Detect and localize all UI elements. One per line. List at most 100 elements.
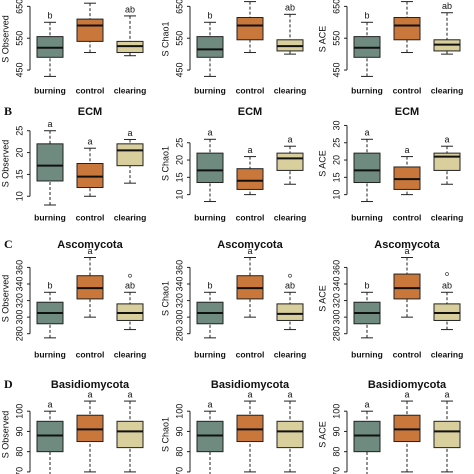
x-tick-label: clearing	[431, 212, 464, 222]
significance-letter: a	[47, 400, 52, 410]
chart-title: Ascomycota	[57, 239, 123, 251]
chart-title: Basidiomycota	[51, 379, 130, 391]
x-tick-label: clearing	[274, 349, 307, 359]
box	[196, 152, 224, 184]
significance-letter: a	[87, 137, 92, 147]
y-tick-label: 70	[14, 467, 24, 474]
box	[393, 273, 421, 300]
outlier	[288, 273, 292, 278]
y-tick-label: 70	[174, 467, 184, 474]
box	[236, 168, 264, 190]
x-tick-label: burning	[351, 349, 383, 359]
y-tick-label: 100	[331, 404, 341, 419]
box	[276, 303, 304, 321]
significance-letter: a	[87, 389, 92, 399]
significance-letter: a	[87, 0, 92, 2]
significance-letter: a	[47, 119, 52, 129]
chart-title: Basidiomycota	[211, 379, 290, 391]
significance-letter: a	[127, 389, 132, 399]
y-tick-label: 10	[331, 190, 341, 200]
y-tick-label: 360	[14, 260, 24, 275]
y-axis-label: S Chao1	[160, 281, 170, 316]
box	[236, 17, 264, 41]
x-tick-label: burning	[194, 349, 226, 359]
y-tick-label: 20	[331, 155, 341, 165]
y-tick-label: 25	[331, 138, 341, 148]
y-tick-label: 550	[174, 31, 184, 46]
y-tick-label: 30	[331, 120, 341, 130]
y-tick-label: 10	[14, 191, 24, 201]
box	[393, 17, 421, 41]
y-tick-label: 280	[174, 326, 184, 341]
significance-letter: a	[207, 400, 212, 410]
y-axis-label: S Observed	[0, 15, 10, 63]
significance-letter: ab	[125, 281, 135, 291]
y-tick-label: 90	[174, 426, 184, 436]
y-tick-label: 320	[174, 293, 184, 308]
box	[276, 152, 304, 171]
chart-title: Ascomycota	[374, 239, 440, 251]
box	[36, 420, 64, 453]
y-tick-label: 70	[331, 467, 341, 474]
y-tick-label: 340	[174, 276, 184, 291]
chart-title: ECM	[395, 106, 419, 118]
box	[393, 414, 421, 443]
x-tick-label: control	[393, 212, 422, 222]
panel-label: D	[4, 377, 13, 391]
x-tick-label: clearing	[274, 212, 307, 222]
y-tick-label: 25	[174, 138, 184, 148]
significance-letter: a	[404, 389, 409, 399]
y-tick-label: 100	[174, 404, 184, 419]
x-tick-label: control	[76, 349, 105, 359]
x-tick-label: burning	[351, 212, 383, 222]
y-tick-label: 20	[14, 148, 24, 158]
x-tick-label: burning	[34, 349, 66, 359]
significance-letter: a	[127, 128, 132, 138]
significance-letter: b	[207, 11, 212, 21]
significance-letter: a	[247, 389, 252, 399]
x-tick-label: control	[393, 85, 422, 95]
significance-letter: a	[404, 246, 409, 256]
y-tick-label: 20	[174, 155, 184, 165]
y-tick-label: 90	[14, 426, 24, 436]
box	[76, 163, 104, 189]
chart-title: Ascomycota	[217, 239, 283, 251]
y-tick-label: 80	[331, 447, 341, 457]
y-tick-label: 100	[14, 404, 24, 419]
y-tick-label: 280	[14, 326, 24, 341]
y-tick-label: 80	[174, 447, 184, 457]
significance-letter: a	[364, 400, 369, 410]
y-tick-label: 360	[331, 260, 341, 275]
chart-title: ECM	[238, 106, 262, 118]
panel-label: B	[4, 104, 12, 118]
y-axis-label: S ACE	[317, 421, 327, 448]
box	[236, 414, 264, 443]
significance-letter: a	[247, 145, 252, 155]
y-tick-label: 90	[331, 426, 341, 436]
x-tick-label: burning	[194, 85, 226, 95]
significance-letter: ab	[285, 281, 295, 291]
chart-title: ECM	[78, 106, 102, 118]
significance-letter: b	[364, 11, 369, 21]
x-tick-label: clearing	[274, 85, 307, 95]
y-tick-label: 650	[14, 0, 24, 14]
x-tick-label: burning	[351, 85, 383, 95]
significance-letter: a	[364, 128, 369, 138]
significance-letter: a	[444, 135, 449, 145]
box	[196, 36, 224, 58]
x-tick-label: control	[76, 85, 105, 95]
significance-letter: a	[207, 128, 212, 138]
significance-letter: b	[364, 281, 369, 291]
y-tick-label: 550	[331, 31, 341, 46]
box	[196, 420, 224, 453]
y-axis-label: S Chao1	[160, 146, 170, 181]
significance-letter: ab	[442, 1, 452, 11]
box	[116, 143, 144, 167]
y-tick-label: 80	[14, 447, 24, 457]
y-tick-label: 300	[331, 310, 341, 325]
significance-letter: b	[47, 11, 52, 21]
y-tick-label: 450	[14, 63, 24, 78]
significance-letter: a	[287, 135, 292, 145]
outlier	[128, 273, 132, 278]
